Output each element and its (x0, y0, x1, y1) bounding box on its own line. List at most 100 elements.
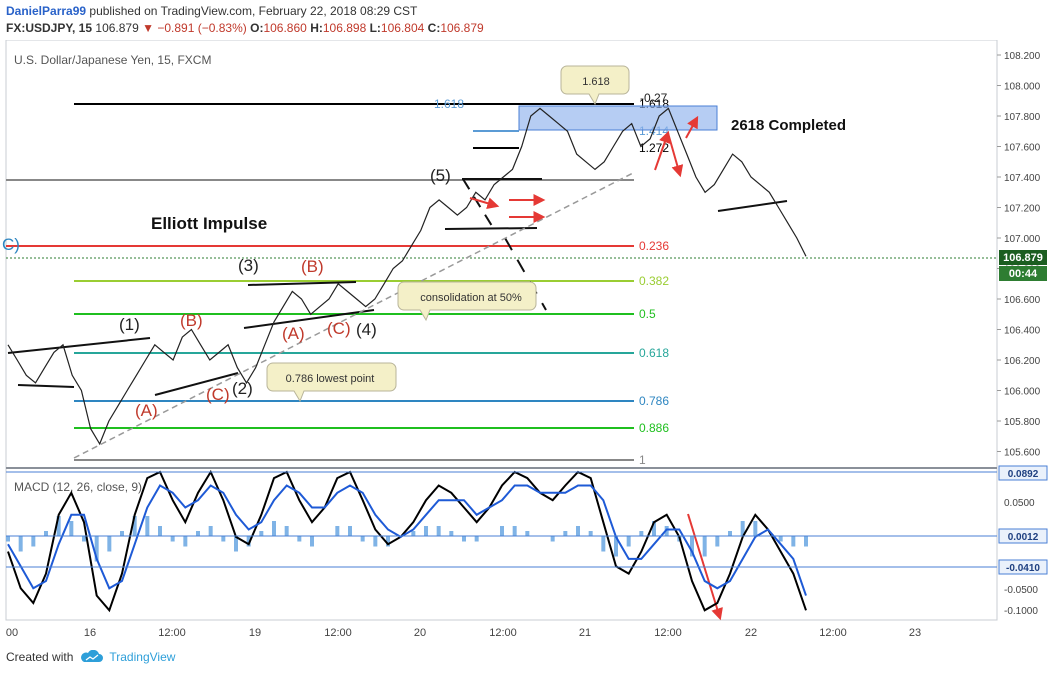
macd-histogram-bar (145, 516, 150, 537)
time-tick-label: 00 (6, 627, 18, 639)
low-label: L: (369, 21, 381, 35)
trendline[interactable] (17, 384, 75, 388)
macd-histogram-bar (474, 536, 479, 542)
chart-frame (5, 40, 998, 621)
close-label: C: (427, 21, 441, 35)
wave-a-label: (A) (135, 401, 158, 420)
wave-5-label: (5) (430, 166, 451, 185)
trendlines[interactable] (7, 178, 788, 396)
macd-histogram-bar (791, 536, 796, 547)
edge-label: C) (2, 235, 20, 254)
time-tick-label: 12:00 (819, 627, 847, 639)
time-tick-label: 21 (579, 627, 591, 639)
arrow-icon[interactable] (654, 130, 671, 171)
target-zone-box[interactable] (518, 105, 718, 131)
wave-c-label: (C) (327, 319, 351, 338)
callout-1618[interactable]: 1.618 (560, 65, 630, 106)
macd-histogram-bar (158, 526, 162, 537)
macd-axis: 0.0500 -0.0500 -0.1000 0.0892 0.0012 -0.0410 (998, 465, 1048, 617)
arrow-icon[interactable] (685, 115, 699, 139)
dashed-line[interactable] (504, 237, 547, 311)
price-tick-label: 107.000 (1004, 234, 1041, 245)
wave-2-label: (2) (232, 379, 253, 398)
macd-histogram-bar (284, 526, 289, 537)
macd-histogram-bar (563, 531, 568, 537)
fib-level-label: 0.236 (639, 239, 669, 253)
published-text: published on TradingView.com, February 2… (89, 4, 418, 18)
macd-histogram-bar (44, 531, 48, 537)
price-tick-label: 106.000 (1004, 387, 1041, 398)
completed-label: 2618 Completed (731, 117, 846, 134)
macd-line (7, 469, 807, 613)
chart-canvas[interactable]: 108.200 108.000 107.800 107.600 107.400 107.2… (0, 40, 1055, 640)
trendline[interactable] (243, 309, 375, 329)
macd-value-label: -0.0410 (1006, 563, 1040, 574)
symbol-title: U.S. Dollar/Japanese Yen, 15, FXCM (14, 53, 211, 67)
macd-histogram-bar (246, 536, 251, 547)
callout-786[interactable]: 0.786 lowest point (266, 362, 397, 403)
fib-level-label: 0.382 (639, 274, 669, 288)
macd-histogram-bar (740, 521, 745, 537)
macd-histogram-bar (196, 531, 200, 537)
price-tick-label: 106.600 (1004, 295, 1041, 306)
time-tick-label: 12:00 (489, 627, 517, 639)
countdown-badge (999, 266, 1047, 281)
arrow-icon[interactable] (667, 132, 684, 178)
macd-histogram-bar (120, 531, 124, 537)
macd-histogram-bar (639, 531, 644, 537)
macd-histogram-bar (626, 536, 631, 547)
macd-histogram-bar (94, 536, 99, 562)
fib-level-label: 0.786 (639, 394, 669, 408)
tradingview-link[interactable]: TradingView (109, 650, 176, 664)
trendline[interactable] (247, 281, 357, 286)
price-tick-label: 107.200 (1004, 204, 1041, 215)
macd-histogram-bar (183, 536, 188, 547)
callout-1618-text: 1.618 (582, 76, 610, 88)
fib-level-label: 1.618 (434, 97, 464, 111)
trendline[interactable] (154, 372, 239, 396)
close-value: 106.879 (440, 21, 484, 35)
macd-value-label: 0.0012 (1008, 532, 1039, 543)
macd-histogram-bar (221, 536, 226, 542)
macd-histogram-bar (715, 536, 720, 547)
macd-arrow-icon[interactable] (687, 513, 723, 621)
trendline[interactable] (7, 337, 151, 354)
macd-histogram-bar (462, 536, 466, 542)
callout-786-text: 0.786 lowest point (286, 373, 375, 385)
macd-histogram-bar (259, 531, 264, 537)
macd-value-badge (998, 465, 1048, 481)
macd-histogram-bar (373, 536, 378, 547)
macd-histogram-bar (601, 536, 606, 552)
macd-histogram-bar (778, 536, 783, 542)
ext-neg-027-label: -0.27 (640, 91, 668, 105)
macd-histogram-bar (702, 536, 707, 557)
wave-b-label: (B) (301, 257, 324, 276)
publish-line: DanielParra99 published on TradingView.c… (6, 3, 484, 20)
arrow-icon[interactable] (469, 197, 500, 210)
price-tick-label: 107.800 (1004, 112, 1041, 123)
macd-histogram-bar (664, 526, 669, 537)
macd-histogram-bar (436, 526, 441, 537)
macd-histogram-bar (449, 531, 454, 537)
trendline[interactable] (444, 227, 538, 230)
macd-tick-label: -0.1000 (1004, 606, 1038, 617)
wave-3-label: (3) (238, 256, 259, 275)
callout-consolidation[interactable]: consolidation at 50% (397, 281, 537, 322)
macd-value-label: 0.0892 (1008, 469, 1039, 480)
dashed-line[interactable] (462, 178, 493, 227)
low-value: 106.804 (380, 21, 425, 35)
macd-histogram-bar (652, 521, 656, 537)
publisher-name[interactable]: DanielParra99 (6, 4, 87, 18)
macd-histogram-bar (18, 536, 23, 552)
macd-histogram-bar (424, 526, 428, 537)
time-tick-label: 20 (414, 627, 426, 639)
last-price-badge (999, 250, 1047, 265)
time-tick-label: 19 (249, 627, 261, 639)
red-arrows[interactable] (469, 115, 723, 621)
callout-consolidation-text: consolidation at 50% (420, 292, 522, 304)
macd-histogram-bar (360, 536, 365, 542)
macd-title: MACD (12, 26, close, 9) (14, 480, 142, 494)
macd-histogram-bar (6, 536, 10, 542)
tradingview-cloud-icon (81, 650, 104, 662)
wave-c-label: (C) (206, 385, 230, 404)
